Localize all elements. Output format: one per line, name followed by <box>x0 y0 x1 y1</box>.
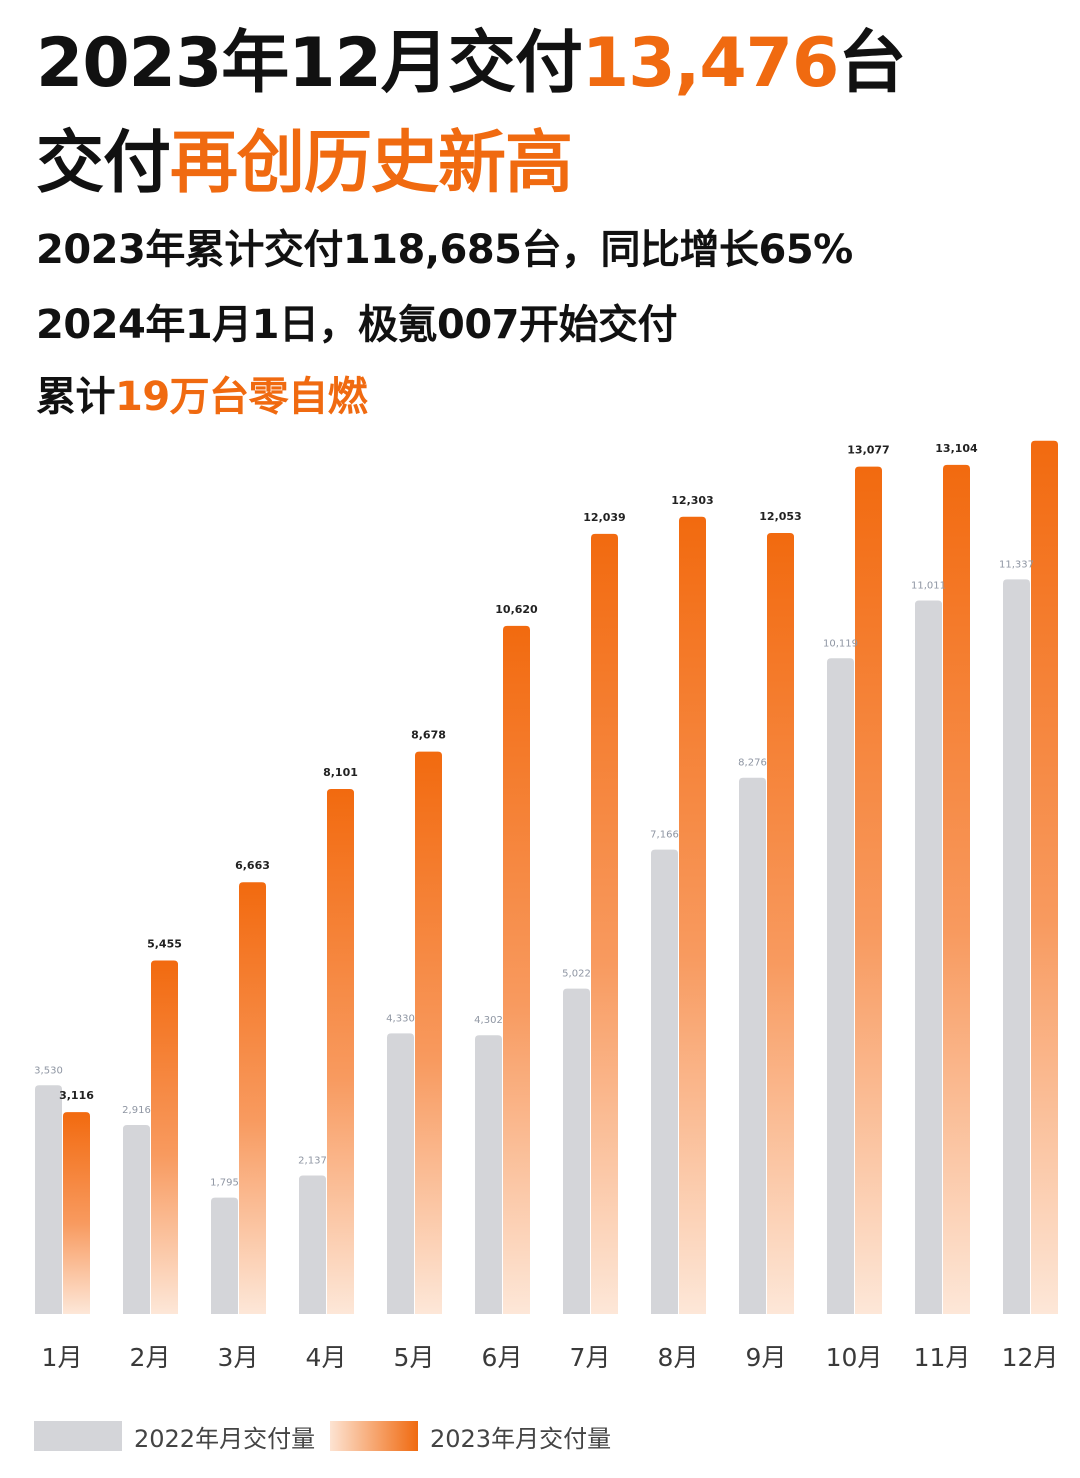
x-tick-label: 6月 <box>482 1343 523 1372</box>
legend-swatch-2023 <box>330 1421 418 1451</box>
bar-2022 <box>915 600 942 1314</box>
safety-prefix: 累计 <box>36 374 116 420</box>
bar-2023 <box>1031 440 1058 1314</box>
legend-swatch-2022 <box>34 1421 122 1451</box>
bar-2023 <box>63 1112 90 1314</box>
bar-2022 <box>211 1197 238 1314</box>
data-label-2022: 2,916 <box>122 1105 151 1116</box>
x-tick-label: 10月 <box>826 1343 883 1372</box>
bar-2022 <box>1003 579 1030 1314</box>
series-2022-bars <box>35 579 1030 1314</box>
bar-2022 <box>475 1035 502 1314</box>
data-label-2022: 8,276 <box>738 758 767 769</box>
headline-line-2: 交付再创历史新高 <box>36 122 573 206</box>
headline-unit: 台 <box>838 24 906 103</box>
bar-2022 <box>123 1125 150 1314</box>
legend-item-2022: 2022年月交付量 <box>34 1420 316 1453</box>
bar-2023 <box>855 466 882 1314</box>
x-tick-label: 12月 <box>1002 1343 1059 1372</box>
data-label-2023: 8,678 <box>411 729 446 742</box>
data-label-2023: 12,303 <box>671 494 713 507</box>
annual-total-line: 2023年累计交付118,685台，同比增长65% <box>36 227 853 273</box>
x-axis-ticks: 1月 2月 3月 4月 5月 6月 7月 8月 9月 10月 11月 12月 <box>42 1343 1059 1372</box>
bar-2023 <box>151 960 178 1314</box>
bar-2022 <box>651 849 678 1314</box>
headline-2-highlight: 再创历史新高 <box>170 124 573 203</box>
headline-2-text: 交付 <box>36 124 171 203</box>
data-label-2023: 8,101 <box>323 766 358 779</box>
bar-2022 <box>563 988 590 1314</box>
legend-item-2023: 2023年月交付量 <box>330 1420 612 1453</box>
data-label-2022: 1,795 <box>210 1178 239 1189</box>
safety-highlight: 19万台零自燃 <box>115 374 368 420</box>
data-label-2022: 4,302 <box>474 1015 503 1026</box>
bar-2023 <box>679 516 706 1314</box>
data-label-2023: 12,039 <box>583 511 625 524</box>
bar-2022 <box>827 658 854 1314</box>
data-label-2022: 11,337 <box>999 559 1034 570</box>
bar-2022 <box>299 1175 326 1314</box>
x-tick-label: 1月 <box>42 1343 83 1372</box>
bar-2023 <box>239 882 266 1314</box>
data-label-2022: 3,530 <box>34 1065 63 1076</box>
bar-2023 <box>591 533 618 1314</box>
data-label-2022: 5,022 <box>562 969 591 980</box>
data-label-2022: 10,119 <box>823 638 858 649</box>
data-label-2022: 2,137 <box>298 1156 327 1167</box>
x-tick-label: 4月 <box>306 1343 347 1372</box>
x-tick-label: 2月 <box>130 1343 171 1372</box>
data-label-2023: 3,116 <box>59 1089 94 1102</box>
series-2023-labels: 3,116 5,455 6,663 8,101 8,678 10,620 12,039 12,… <box>59 442 978 1102</box>
bar-2023 <box>503 625 530 1314</box>
x-tick-label: 8月 <box>658 1343 699 1372</box>
data-label-2022: 11,011 <box>911 580 946 591</box>
x-tick-label: 5月 <box>394 1343 435 1372</box>
headline-line-1: 2023年12月交付13,476台 <box>36 22 906 106</box>
bar-2022 <box>35 1085 62 1314</box>
series-2023-bars <box>63 440 1058 1314</box>
legend-label-2023: 2023年月交付量 <box>430 1424 612 1453</box>
bar-2023 <box>943 464 970 1314</box>
data-label-2023: 10,620 <box>495 603 538 616</box>
x-tick-label: 11月 <box>914 1343 971 1372</box>
x-tick-label: 7月 <box>570 1343 611 1372</box>
delivery-start-line: 2024年1月1日，极氪007开始交付 <box>36 302 678 348</box>
data-label-2023: 5,455 <box>147 938 182 951</box>
x-tick-label: 3月 <box>218 1343 259 1372</box>
headline-highlight-number: 13,476 <box>581 24 839 103</box>
bar-2023 <box>327 789 354 1314</box>
data-label-2023: 13,077 <box>847 444 889 457</box>
bar-2022 <box>739 777 766 1314</box>
bar-2022 <box>387 1033 414 1314</box>
bar-2023 <box>415 751 442 1314</box>
data-label-2022: 4,330 <box>386 1013 415 1024</box>
x-tick-label: 9月 <box>746 1343 787 1372</box>
data-label-2022: 7,166 <box>650 830 679 841</box>
headline-text: 2023年12月交付 <box>36 24 583 103</box>
data-label-2023: 6,663 <box>235 859 270 872</box>
safety-line: 累计19万台零自燃 <box>36 370 368 424</box>
data-label-2023: 12,053 <box>759 510 801 523</box>
legend-label-2022: 2022年月交付量 <box>134 1424 316 1453</box>
data-label-2023: 13,104 <box>935 442 978 455</box>
delivery-bar-chart: 3,530 2,916 1,795 2,137 4,330 4,302 5,022 7,166… <box>34 440 1059 1372</box>
bar-2023 <box>767 532 794 1314</box>
series-2022-labels: 3,530 2,916 1,795 2,137 4,330 4,302 5,022 7,166… <box>34 559 1034 1188</box>
